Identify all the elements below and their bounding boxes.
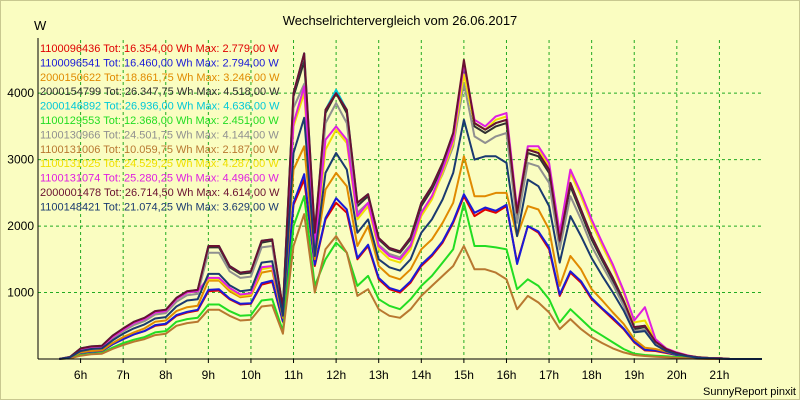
x-tick-label: 14h: [411, 368, 431, 382]
y-tick-label: 1000: [7, 286, 34, 300]
series-line-2000001478: [59, 52, 762, 360]
x-tick-label: 8h: [159, 368, 172, 382]
x-tick-label: 16h: [496, 368, 516, 382]
legend-entry-1100130966: 1100130966 Tot: 24.501,75 Wh Max: 4.144,…: [40, 129, 279, 141]
legend-entry-1100096436: 1100096436 Tot: 16.354,00 Wh Max: 2.779,…: [40, 43, 279, 55]
x-tick-label: 17h: [539, 368, 559, 382]
series-line-1100148421: [59, 116, 762, 360]
legend-entry-1100131074: 1100131074 Tot: 25.280,25 Wh Max: 4.496,…: [40, 173, 279, 185]
legend-entry-2000150622: 2000150622 Tot: 18.861,75 Wh Max: 3.246,…: [40, 72, 280, 84]
series-lines: [59, 52, 762, 360]
x-tick-label: 15h: [454, 368, 474, 382]
x-tick-label: 10h: [241, 368, 261, 382]
legend-entry-1100148421: 1100148421 Tot: 21.074,25 Wh Max: 3.629,…: [40, 201, 279, 213]
y-tick-label: 3000: [7, 153, 34, 167]
y-tick-label: 2000: [7, 219, 34, 233]
legend-entry-1100129553: 1100129553 Tot: 12.368,00 Wh Max: 2.451,…: [40, 115, 279, 127]
legend-entry-1100131006: 1100131006 Tot: 10.059,75 Wh Max: 2.187,…: [40, 144, 279, 156]
series-line-2000150622: [59, 145, 762, 360]
chart-title: Wechselrichtervergleich vom 26.06.2017: [283, 13, 518, 28]
x-tick-label: 9h: [202, 368, 215, 382]
legend-entry-2000146892: 2000146892 Tot: 26.936,00 Wh Max: 4.636,…: [40, 101, 280, 113]
y-axis-unit: W: [34, 18, 47, 33]
x-tick-label: 20h: [667, 368, 687, 382]
series-line-1100131006: [59, 213, 762, 360]
x-tick-label: 11h: [284, 368, 303, 382]
x-tick-label: 21h: [709, 368, 729, 382]
series-line-1100096541: [59, 173, 762, 360]
axes: 1000 2000 3000 4000 6h 7h 8h 9h 10h 11h 12h 13h 14h 1…: [7, 38, 762, 382]
y-tick-label: 4000: [7, 86, 34, 100]
legend-entry-1100131025: 1100131025 Tot: 24.529,25 Wh Max: 4.287,…: [40, 158, 279, 170]
x-tick-label: 6h: [74, 368, 87, 382]
legend-entry-2000001478: 2000001478 Tot: 26.714,50 Wh Max: 4.614,…: [40, 187, 280, 199]
x-tick-label: 13h: [369, 368, 389, 382]
x-tick-label: 7h: [116, 368, 129, 382]
footer-credit: SunnyReport pinxit: [703, 386, 796, 398]
legend-entry-1100096541: 1100096541 Tot: 16.460,00 Wh Max: 2.794,…: [40, 57, 279, 69]
legend: 1100096436 Tot: 16.354,00 Wh Max: 2.779,…: [40, 43, 280, 213]
gridlines: [38, 40, 762, 359]
x-tick-label: 19h: [624, 368, 644, 382]
x-tick-label: 12h: [326, 368, 346, 382]
legend-entry-2000154799: 2000154799 Tot: 26.347,75 Wh Max: 4.518,…: [40, 86, 280, 98]
x-tick-label: 18h: [582, 368, 602, 382]
